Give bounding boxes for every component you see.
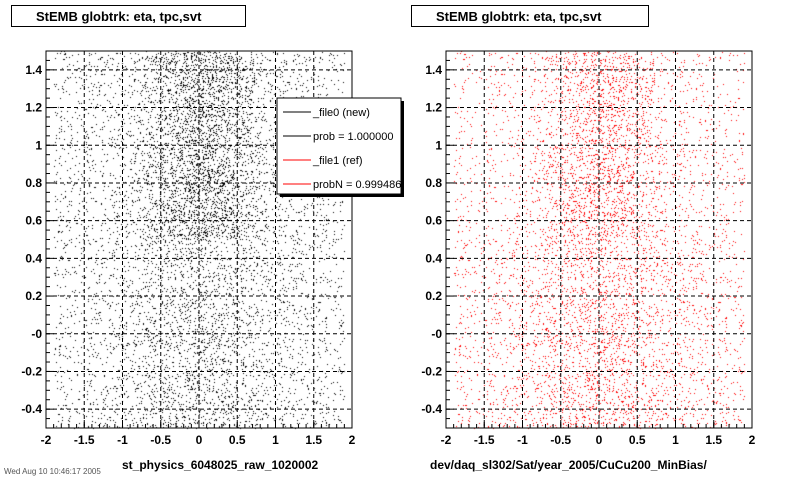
- x-tick-label: 1: [672, 433, 679, 447]
- y-tick-label: 0.2: [25, 289, 42, 303]
- x-tick-label: -1.5: [474, 433, 495, 447]
- y-tick-label: 0.8: [25, 176, 42, 190]
- legend-entry-label: _file0 (new): [312, 107, 370, 119]
- y-tick-label: 1.2: [425, 101, 442, 115]
- y-tick-label: 0.2: [425, 289, 442, 303]
- x-tick-label: -2: [41, 433, 52, 447]
- x-tick-label: -1: [517, 433, 528, 447]
- x-tick-label: -2: [441, 433, 452, 447]
- x-tick-label: 0: [196, 433, 203, 447]
- x-tick-label: 0.5: [229, 433, 246, 447]
- legend-entry-label: probN = 0.999486: [313, 179, 401, 191]
- left-chart-title: StEMB globtrk: eta, tpc,svt: [11, 5, 246, 27]
- right-chart-title: StEMB globtrk: eta, tpc,svt: [411, 5, 649, 27]
- y-tick-label: 1: [435, 138, 442, 152]
- y-tick-label: 0.6: [425, 214, 442, 228]
- x-tick-label: 2: [749, 433, 756, 447]
- y-tick-label: 1.4: [425, 63, 442, 77]
- y-tick-label: -0: [431, 327, 442, 341]
- legend-entry-label: prob = 1.000000: [313, 131, 393, 143]
- left-x-axis-label: st_physics_6048025_raw_1020002: [122, 458, 319, 472]
- y-tick-label: -0.2: [421, 364, 442, 378]
- x-tick-label: 1.5: [705, 433, 722, 447]
- y-tick-label: 0.4: [425, 251, 442, 265]
- x-tick-label: -0.5: [150, 433, 171, 447]
- legend-box: [276, 97, 402, 195]
- y-tick-label: 0.8: [425, 176, 442, 190]
- x-tick-label: -1: [117, 433, 128, 447]
- y-tick-label: 1.4: [25, 63, 42, 77]
- y-tick-label: 0.6: [25, 214, 42, 228]
- y-tick-label: -0.4: [21, 402, 42, 416]
- x-tick-label: 0.5: [629, 433, 646, 447]
- y-tick-label: -0: [31, 327, 42, 341]
- x-tick-label: -0.5: [550, 433, 571, 447]
- timestamp-footer: Wed Aug 10 10:46:17 2005: [4, 467, 101, 476]
- legend-entry-label: _file1 (ref): [312, 155, 363, 167]
- x-tick-label: 0: [596, 433, 603, 447]
- right-x-axis-label: dev/daq_sl302/Sat/year_2005/CuCu200_MinB…: [430, 458, 707, 472]
- y-tick-label: 0.4: [25, 251, 42, 265]
- x-tick-label: -1.5: [74, 433, 95, 447]
- y-tick-label: -0.4: [421, 402, 442, 416]
- x-tick-label: 1.5: [305, 433, 322, 447]
- y-tick-label: 1.2: [25, 101, 42, 115]
- legend: _file0 (new) prob = 1.000000 _file1 (ref) p…: [276, 97, 404, 197]
- x-tick-label: 1: [272, 433, 279, 447]
- y-tick-label: -0.2: [21, 364, 42, 378]
- y-tick-label: 1: [35, 138, 42, 152]
- left-plot: -2 -1.5 -1 -0.5 0 0.5 1 1.5 2 -0.4 -0.2 -0 0.2 0.4 0.6…: [21, 50, 356, 447]
- right-plot: -2 -1.5 -1 -0.5 0 0.5 1 1.5 2 -0.4 -0.2 -0 0.2 0.4 0.6…: [421, 50, 756, 447]
- x-tick-label: 2: [349, 433, 356, 447]
